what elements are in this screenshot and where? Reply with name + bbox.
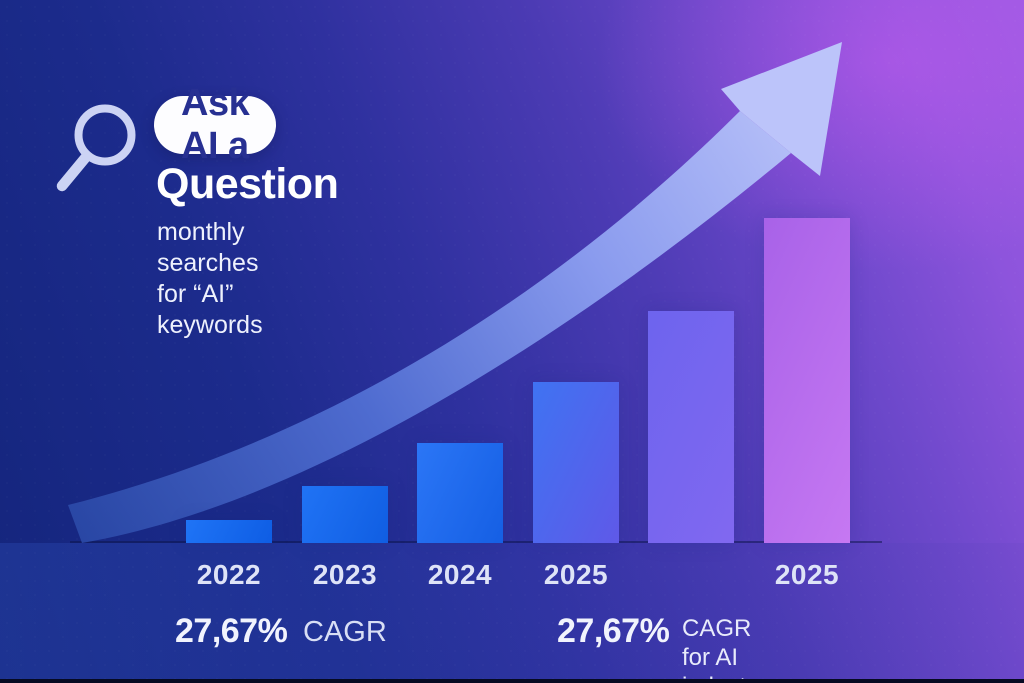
cagr-right-label-line-1: CAGR for AI industry bbox=[682, 615, 766, 683]
x-axis-label-2024-2: 2024 bbox=[427, 559, 493, 590]
subtitle-line-2: for “AI” keywords bbox=[157, 280, 263, 339]
bar-2025 bbox=[764, 218, 850, 543]
chart-floor bbox=[0, 543, 1024, 683]
cagr-right-label: CAGR for AI industry 2025–2030 bbox=[682, 614, 766, 683]
x-axis-label-2022-0: 2022 bbox=[196, 559, 262, 590]
title-badge: Ask AI a bbox=[154, 82, 277, 167]
bar-col5 bbox=[648, 311, 734, 543]
title-badge-text: Ask AI a bbox=[181, 82, 250, 167]
page-title: Question bbox=[156, 160, 339, 208]
x-axis-label-2023-1: 2023 bbox=[312, 559, 378, 590]
bar-2022 bbox=[186, 520, 272, 543]
x-axis-label-2025-3: 2025 bbox=[543, 559, 609, 590]
bar-2023 bbox=[302, 486, 388, 543]
search-icon bbox=[56, 104, 136, 192]
cagr-right-value: 27,67% bbox=[557, 612, 670, 650]
x-axis-label-2025-5: 2025 bbox=[774, 559, 840, 590]
bar-2025 bbox=[533, 382, 619, 543]
chart-subtitle: monthly searches for “AI” keywords bbox=[157, 217, 263, 341]
cagr-left-value: 27,67% bbox=[175, 612, 288, 650]
subtitle-line-1: monthly searches bbox=[157, 218, 259, 277]
bar-2024 bbox=[417, 443, 503, 543]
cagr-left-label: CAGR bbox=[303, 616, 387, 648]
bottom-edge bbox=[0, 679, 1024, 683]
